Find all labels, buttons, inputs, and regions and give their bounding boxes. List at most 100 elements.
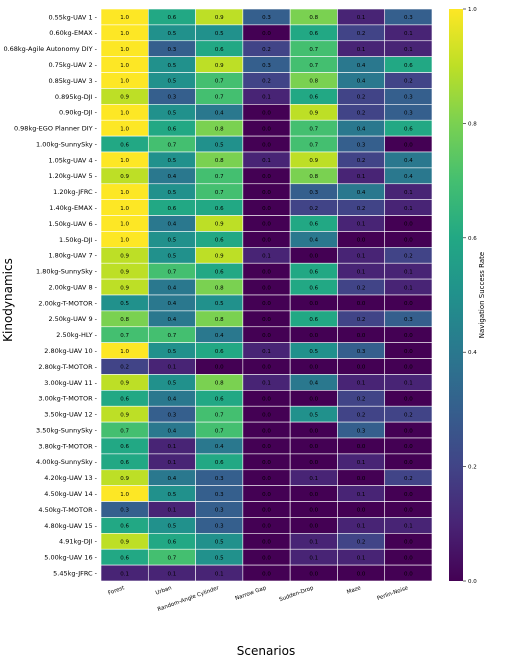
y-tick-label: 2.80kg-T-MOTOR - xyxy=(38,363,97,371)
cell-value-label: 0.1 xyxy=(404,381,413,387)
cell-value-label: 0.9 xyxy=(309,158,318,164)
cell-value-label: 0.6 xyxy=(309,222,318,228)
cell-value-label: 0.2 xyxy=(357,539,366,545)
cell-value-label: 0.2 xyxy=(309,206,318,212)
cell-value-label: 0.6 xyxy=(309,269,318,275)
cell-value-label: 0.2 xyxy=(357,95,366,101)
cell-value-label: 1.0 xyxy=(120,349,129,355)
cell-value-label: 0.4 xyxy=(357,190,366,196)
y-tick-label: 2.50kg-UAV 9 - xyxy=(48,315,97,323)
cell-value-label: 0.8 xyxy=(120,317,129,323)
cell-value-label: 0.1 xyxy=(262,253,271,259)
y-tick-label: 0.85kg-UAV 3 - xyxy=(48,77,97,85)
cell-value-label: 0.0 xyxy=(309,301,318,307)
cell-value-label: 0.0 xyxy=(404,301,413,307)
cell-value-label: 0.0 xyxy=(357,301,366,307)
cell-value-label: 0.1 xyxy=(357,47,366,53)
y-tick-label: 0.60kg-EMAX - xyxy=(49,29,97,37)
colorbar-tick-label: 0.2 xyxy=(468,465,477,471)
cell-value-label: 0.0 xyxy=(262,206,271,212)
cell-value-label: 0.3 xyxy=(215,492,224,498)
cell-value-label: 0.0 xyxy=(262,492,271,498)
cell-value-label: 0.7 xyxy=(215,95,224,101)
cell-value-label: 0.9 xyxy=(120,174,129,180)
cell-value-label: 0.0 xyxy=(404,428,413,434)
y-tick-label: 2.50kg-HLY - xyxy=(56,331,97,339)
cell-value-label: 0.0 xyxy=(309,428,318,434)
cell-value-label: 0.7 xyxy=(215,190,224,196)
cell-value-label: 0.0 xyxy=(404,142,413,148)
cell-value-label: 0.0 xyxy=(262,126,271,132)
cell-value-label: 0.7 xyxy=(215,79,224,85)
y-tick-label: 0.895kg-DJI - xyxy=(55,93,98,101)
cell-value-label: 0.4 xyxy=(357,63,366,69)
cell-value-label: 0.9 xyxy=(120,285,129,291)
cell-value-label: 0.0 xyxy=(262,222,271,228)
cell-value-label: 0.1 xyxy=(262,349,271,355)
cell-value-label: 0.4 xyxy=(168,301,177,307)
y-tick-labels: 0.55kg-UAV 1 - 0.60kg-EMAX - 0.68kg-Agile … xyxy=(3,13,97,577)
cell-value-label: 0.4 xyxy=(404,174,413,180)
cell-value-label: 0.0 xyxy=(262,142,271,148)
cell-value-label: 0.0 xyxy=(309,365,318,371)
y-tick-label: 0.90kg-DJI - xyxy=(59,109,98,117)
y-tick-label: 0.55kg-UAV 1 - xyxy=(48,13,97,21)
cell-value-label: 0.0 xyxy=(262,174,271,180)
cell-value-label: 0.3 xyxy=(404,110,413,116)
cell-value-label: 0.7 xyxy=(168,142,177,148)
y-axis-label: Kinodynamics xyxy=(1,258,15,342)
cell-value-label: 0.1 xyxy=(404,206,413,212)
cell-value-label: 0.1 xyxy=(404,47,413,53)
cell-value-label: 0.9 xyxy=(215,253,224,259)
cell-value-label: 0.7 xyxy=(215,428,224,434)
y-tick-label: 4.50kg-UAV 14 - xyxy=(44,490,97,498)
y-tick-label: 2.00kg-T-MOTOR - xyxy=(38,299,97,307)
cell-value-label: 0.0 xyxy=(309,508,318,514)
y-tick-label: 2.80kg-UAV 10 - xyxy=(44,347,97,355)
cell-value-label: 0.9 xyxy=(120,476,129,482)
cell-value-label: 0.9 xyxy=(120,381,129,387)
y-tick-label: 0.98kg-EGO Planner DIY - xyxy=(14,125,98,133)
cell-value-label: 0.1 xyxy=(357,555,366,561)
cell-value-label: 0.0 xyxy=(357,365,366,371)
cell-value-label: 0.6 xyxy=(404,63,413,69)
cell-value-label: 0.1 xyxy=(120,571,129,577)
cell-value-label: 0.1 xyxy=(262,381,271,387)
cell-value-label: 0.3 xyxy=(120,508,129,514)
cell-value-label: 0.1 xyxy=(309,476,318,482)
cell-value-label: 0.0 xyxy=(404,444,413,450)
cell-value-label: 0.0 xyxy=(262,285,271,291)
cell-value-label: 0.3 xyxy=(404,317,413,323)
y-tick-label: 0.75kg-UAV 2 - xyxy=(48,61,97,69)
cell-value-label: 0.1 xyxy=(262,158,271,164)
cell-value-label: 0.0 xyxy=(357,333,366,339)
cell-value-label: 0.0 xyxy=(262,365,271,371)
cell-value-label: 0.4 xyxy=(215,110,224,116)
colorbar-tick-label: 0.6 xyxy=(468,236,477,242)
cell-value-label: 0.0 xyxy=(357,476,366,482)
cell-value-label: 0.8 xyxy=(215,317,224,323)
cell-value-label: 1.0 xyxy=(120,492,129,498)
cell-value-label: 1.0 xyxy=(120,238,129,244)
cell-value-label: 1.0 xyxy=(120,110,129,116)
cell-value-label: 0.5 xyxy=(215,301,224,307)
cell-value-label: 0.9 xyxy=(215,63,224,69)
cell-value-label: 0.2 xyxy=(120,365,129,371)
cell-value-label: 0.2 xyxy=(404,412,413,418)
y-tick-label: 5.45kg-JFRC - xyxy=(53,569,98,577)
cell-value-label: 0.5 xyxy=(168,63,177,69)
cell-value-label: 0.6 xyxy=(120,396,129,402)
cell-value-label: 0.1 xyxy=(168,508,177,514)
cell-value-label: 0.7 xyxy=(309,126,318,132)
cell-value-label: 0.5 xyxy=(309,412,318,418)
cell-value-label: 0.4 xyxy=(309,238,318,244)
cell-value-label: 0.1 xyxy=(404,524,413,530)
y-tick-label: 1.05kg-UAV 4 - xyxy=(48,156,97,164)
cell-value-label: 0.6 xyxy=(404,126,413,132)
cell-value-label: 0.8 xyxy=(215,285,224,291)
cell-value-label: 0.1 xyxy=(168,460,177,466)
cell-value-label: 1.0 xyxy=(120,79,129,85)
cell-value-label: 0.0 xyxy=(262,110,271,116)
cell-value-label: 0.0 xyxy=(404,396,413,402)
